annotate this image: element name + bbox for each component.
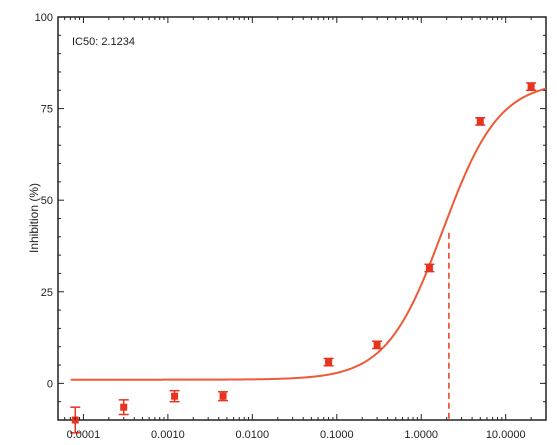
- y-axis: 0 25 50 75 100: [35, 12, 546, 421]
- data-point: [171, 392, 179, 400]
- y-tick-label: 50: [41, 195, 53, 207]
- x-tick-label: 1.0000: [404, 429, 438, 441]
- plot-area: [70, 82, 547, 434]
- data-point: [476, 117, 484, 125]
- y-tick-label: 100: [35, 12, 53, 24]
- data-point: [219, 392, 227, 400]
- data-point: [373, 341, 381, 349]
- data-point: [325, 358, 333, 366]
- data-point: [425, 264, 433, 272]
- data-point: [527, 83, 535, 91]
- y-tick-label: 75: [41, 104, 53, 116]
- y-tick-label: 25: [41, 287, 53, 299]
- x-axis: 0.0001 0.0010 0.0100 0.1000 1.0000 10.0000: [57, 17, 547, 441]
- x-tick-label: 0.0100: [236, 429, 270, 441]
- y-axis-label: Inhibition (%): [27, 183, 41, 253]
- data-point: [120, 403, 128, 411]
- fit-curve: [70, 87, 547, 381]
- y-tick-label: 0: [47, 378, 53, 390]
- x-tick-label: 0.1000: [320, 429, 354, 441]
- x-tick-label: 0.0010: [151, 429, 185, 441]
- ic50-annotation: IC50: 2.1234: [72, 36, 135, 48]
- plot-frame: [57, 16, 547, 421]
- x-tick-label: 10.0000: [486, 429, 526, 441]
- x-tick-label: 0.0001: [67, 429, 101, 441]
